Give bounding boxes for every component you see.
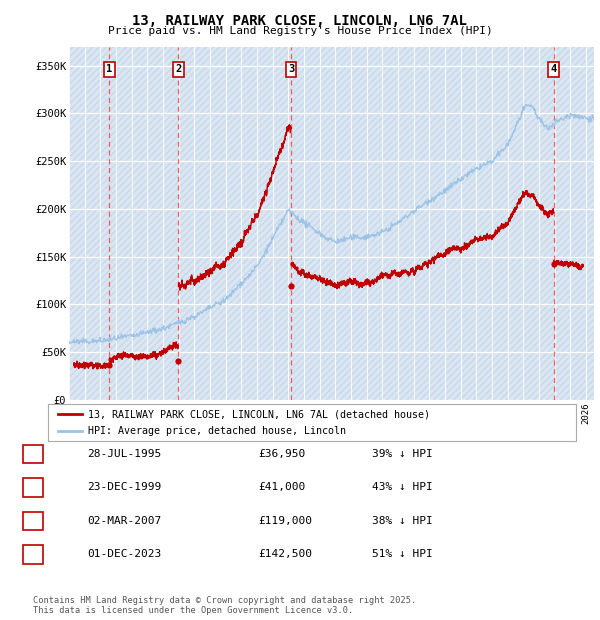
Text: Price paid vs. HM Land Registry's House Price Index (HPI): Price paid vs. HM Land Registry's House … (107, 26, 493, 36)
Text: £119,000: £119,000 (258, 516, 312, 526)
Text: 1: 1 (106, 64, 112, 74)
Text: 02-MAR-2007: 02-MAR-2007 (87, 516, 161, 526)
Text: £36,950: £36,950 (258, 449, 305, 459)
Text: 28-JUL-1995: 28-JUL-1995 (87, 449, 161, 459)
Text: 39% ↓ HPI: 39% ↓ HPI (372, 449, 433, 459)
Text: 13, RAILWAY PARK CLOSE, LINCOLN, LN6 7AL: 13, RAILWAY PARK CLOSE, LINCOLN, LN6 7AL (133, 14, 467, 28)
Text: 38% ↓ HPI: 38% ↓ HPI (372, 516, 433, 526)
Text: £142,500: £142,500 (258, 549, 312, 559)
Text: HPI: Average price, detached house, Lincoln: HPI: Average price, detached house, Linc… (88, 427, 346, 436)
Text: 1: 1 (29, 449, 37, 459)
Text: 43% ↓ HPI: 43% ↓ HPI (372, 482, 433, 492)
Text: 51% ↓ HPI: 51% ↓ HPI (372, 549, 433, 559)
Text: 2: 2 (29, 482, 37, 492)
Text: 23-DEC-1999: 23-DEC-1999 (87, 482, 161, 492)
Text: 4: 4 (550, 64, 557, 74)
Text: 3: 3 (288, 64, 294, 74)
Text: 2: 2 (175, 64, 182, 74)
Text: 13, RAILWAY PARK CLOSE, LINCOLN, LN6 7AL (detached house): 13, RAILWAY PARK CLOSE, LINCOLN, LN6 7AL… (88, 409, 430, 419)
Text: £41,000: £41,000 (258, 482, 305, 492)
Text: Contains HM Land Registry data © Crown copyright and database right 2025.
This d: Contains HM Land Registry data © Crown c… (33, 596, 416, 615)
Text: 01-DEC-2023: 01-DEC-2023 (87, 549, 161, 559)
Text: 4: 4 (29, 549, 37, 559)
Text: 3: 3 (29, 516, 37, 526)
